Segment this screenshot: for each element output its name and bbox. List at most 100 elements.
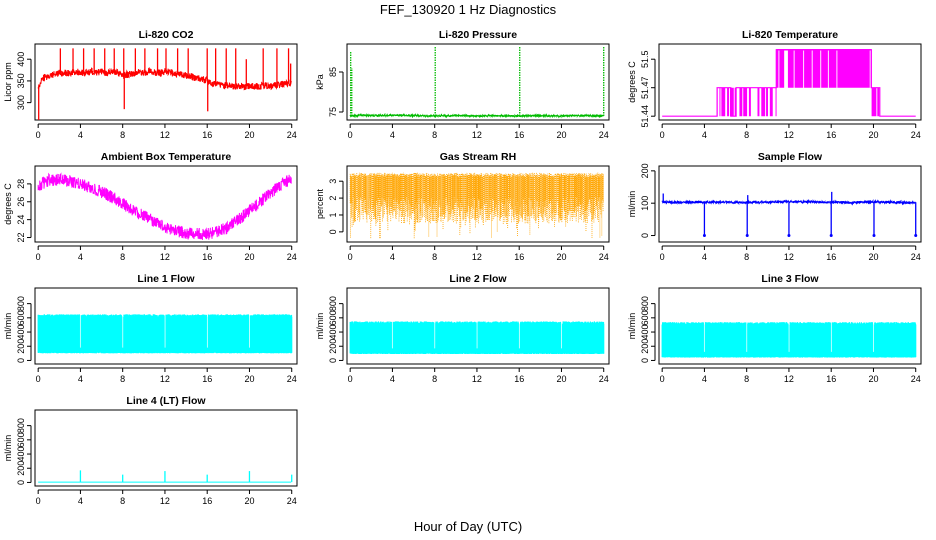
panel-7-band [37, 314, 293, 354]
panel-1-x-tick-label-24: 24 [287, 130, 297, 140]
panel-4-x-tick-label-0: 0 [36, 252, 41, 262]
panel-10-frame [34, 409, 298, 487]
panel-10-y-tick-label-200: 200 [16, 461, 26, 476]
panel-4-plot [37, 172, 292, 240]
panel-3-toggles [716, 49, 880, 117]
panel-6-x-tick-label-0: 0 [660, 252, 665, 262]
panel-6-frame [658, 165, 922, 243]
panel-8-y-tick-label-200: 200 [328, 339, 338, 354]
panel-2-y-tick-label-75: 75 [328, 107, 338, 117]
panel-3-title: Li-820 Temperature [742, 29, 838, 41]
panel-7-x-tick-label-16: 16 [202, 374, 212, 384]
panel-6-dip-point-3 [745, 234, 749, 238]
panel-8-x-tick-label-20: 20 [556, 374, 566, 384]
panel-4-y-tick-label-22: 22 [16, 233, 26, 243]
panel-8-x-tick-label-24: 24 [599, 374, 609, 384]
panel-8-plot [349, 321, 605, 355]
panel-4-x-tick-label-12: 12 [160, 252, 170, 262]
panel-6-x-tick-label-16: 16 [826, 252, 836, 262]
panel-3-x-tick-label-4: 4 [702, 130, 707, 140]
panel-6-y-tick-label-100: 100 [640, 196, 650, 211]
panel-2-x-tick-label-12: 12 [472, 130, 482, 140]
panel-4-y-tick-label-26: 26 [16, 197, 26, 207]
panel-1-y-label: Licor ppm [3, 62, 13, 102]
panel-9-x-tick-label-12: 12 [784, 374, 794, 384]
panel-10: Line 4 (LT) Flow 0 4 8 12 16 20 24 0 200400600800… [3, 395, 298, 506]
panel-6-x-tick-label-8: 8 [744, 252, 749, 262]
panel-8-y-tick-label-600: 600 [328, 310, 338, 325]
panel-4-y-tick-label-24: 24 [16, 215, 26, 225]
panel-3-y-tick-label-51.44: 51.44 [640, 105, 650, 128]
panel-8: Line 2 Flow 0 4 8 12 16 20 24 0 200400600800ml/mi… [315, 273, 610, 384]
panel-4-x-tick-label-24: 24 [287, 252, 297, 262]
panel-5-y-label: percent [315, 188, 325, 219]
panel-4-line [37, 172, 292, 240]
panel-2-title: Li-820 Pressure [439, 29, 517, 41]
panel-9-y-tick-label-600: 600 [640, 310, 650, 325]
panel-6-y-label: ml/min [627, 191, 637, 218]
panel-4-x-tick-label-8: 8 [120, 252, 125, 262]
figure-x-label: Hour of Day (UTC) [414, 519, 522, 534]
panel-5-y-tick-label-2: 2 [328, 196, 338, 201]
panel-5-x-tick-label-20: 20 [556, 252, 566, 262]
panel-2-x-tick-label-16: 16 [514, 130, 524, 140]
panel-7-x-tick-label-8: 8 [120, 374, 125, 384]
panel-9-x-tick-label-8: 8 [744, 374, 749, 384]
panel-5-title: Gas Stream RH [440, 151, 516, 163]
panel-8-frame [346, 287, 610, 365]
panel-1-y-tick-label-400: 400 [16, 52, 26, 67]
panel-7-x-tick-label-24: 24 [287, 374, 297, 384]
panel-3-frame [658, 43, 922, 121]
panel-1-y-tick-label-350: 350 [16, 73, 26, 88]
panel-5-frame [346, 165, 610, 243]
panel-3-x-tick-label-16: 16 [826, 130, 836, 140]
panel-7-y-label: ml/min [3, 313, 13, 340]
panel-6-dip-point-9 [914, 234, 918, 238]
panel-6-dip-point-6 [829, 234, 833, 238]
panel-1-x-tick-label-8: 8 [120, 130, 125, 140]
panel-2-frame [346, 43, 610, 121]
panel-10-plot [38, 470, 293, 483]
panel-9-band [661, 322, 917, 358]
panel-10-x-tick-label-16: 16 [202, 496, 212, 506]
panel-4-frame [34, 165, 298, 243]
panel-7-x-tick-label-4: 4 [78, 374, 83, 384]
panel-8-x-tick-label-16: 16 [514, 374, 524, 384]
panel-5-plot [349, 172, 604, 239]
panel-7-title: Line 1 Flow [137, 273, 195, 285]
panel-7-y-tick-label-800: 800 [16, 296, 26, 311]
panel-9-y-tick-label-0: 0 [640, 358, 650, 363]
panel-6-x-tick-label-12: 12 [784, 252, 794, 262]
panel-10-title: Line 4 (LT) Flow [126, 395, 206, 407]
panel-9-title: Line 3 Flow [761, 273, 819, 285]
panel-2-x-tick-label-24: 24 [599, 130, 609, 140]
panel-1-line [37, 66, 292, 91]
panel-1-x-tick-label-12: 12 [160, 130, 170, 140]
panel-5-x-tick-label-4: 4 [390, 252, 395, 262]
panel-6: Sample Flow 0 4 8 12 16 20 24 0 100 200 ml/min [627, 151, 922, 262]
panel-9-y-tick-label-800: 800 [640, 296, 650, 311]
panel-7-y-tick-label-600: 600 [16, 310, 26, 325]
panel-10-y-tick-label-0: 0 [16, 480, 26, 485]
panel-5-x-tick-label-16: 16 [514, 252, 524, 262]
panel-10-x-tick-label-0: 0 [36, 496, 41, 506]
panel-3-x-tick-label-12: 12 [784, 130, 794, 140]
panel-10-x-tick-label-24: 24 [287, 496, 297, 506]
panel-7-y-tick-label-200: 200 [16, 339, 26, 354]
panel-2-x-tick-label-0: 0 [348, 130, 353, 140]
panel-7-x-tick-label-0: 0 [36, 374, 41, 384]
panel-9-y-tick-label-200: 200 [640, 339, 650, 354]
panel-4-y-label: degrees C [3, 183, 13, 225]
panel-6-y-tick-label-0: 0 [640, 233, 650, 238]
panel-1-title: Li-820 CO2 [139, 29, 194, 41]
panel-6-x-tick-label-20: 20 [868, 252, 878, 262]
panel-3-plot [662, 48, 916, 117]
panel-9-x-tick-label-20: 20 [868, 374, 878, 384]
panel-2-y-label: kPa [315, 74, 325, 90]
panel-7-frame [34, 287, 298, 365]
panel-3-y-tick-label-51.47: 51.47 [640, 76, 650, 99]
